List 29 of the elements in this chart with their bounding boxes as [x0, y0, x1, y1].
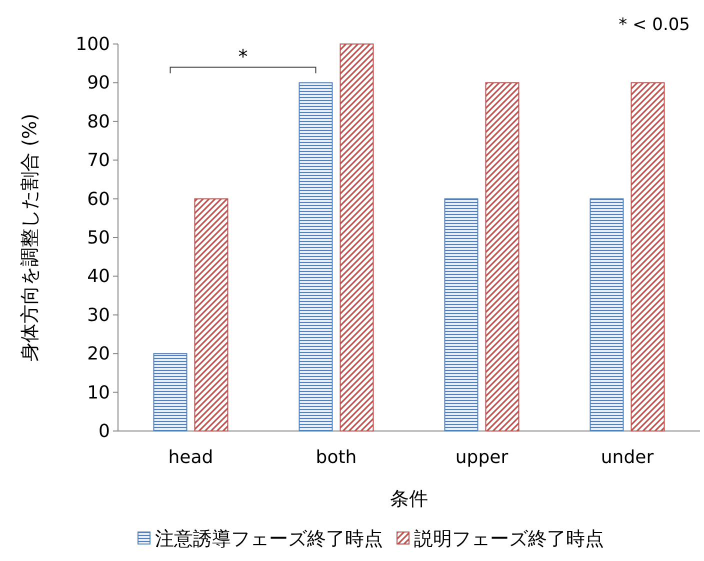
bar: [485, 82, 520, 432]
y-tick-label: 50: [87, 228, 110, 248]
annotation: *: [238, 46, 248, 68]
y-axis-title: 身体方向を調整した割合 (%): [19, 114, 41, 362]
bar: [298, 82, 333, 432]
bar: [194, 198, 228, 432]
legend-label: 注意誘導フェーズ終了時点: [155, 528, 383, 550]
y-tick-label: 20: [87, 344, 110, 365]
bar: [340, 44, 374, 432]
y-tick-label: 70: [87, 150, 110, 172]
bar: [630, 82, 665, 432]
bar: [153, 353, 188, 432]
x-axis-title: 条件: [390, 488, 428, 510]
x-tick-label: head: [168, 447, 214, 468]
y-tick-label: 80: [87, 111, 110, 132]
x-tick-label: upper: [455, 447, 509, 468]
y-tick-label: 100: [76, 34, 110, 55]
bar: [444, 198, 478, 432]
y-tick-label: 30: [87, 304, 110, 326]
legend-label: 説明フェーズ終了時点: [414, 528, 604, 550]
y-tick-label: 90: [87, 72, 110, 94]
x-tick-label: both: [316, 447, 357, 468]
y-tick-label: 60: [87, 188, 110, 210]
bar: [590, 198, 624, 432]
y-tick-label: 40: [87, 266, 110, 288]
y-tick-label: 10: [87, 382, 110, 404]
y-tick-label: 0: [98, 421, 110, 442]
x-tick-label: under: [600, 447, 654, 468]
text: * < 0.05: [618, 15, 690, 35]
